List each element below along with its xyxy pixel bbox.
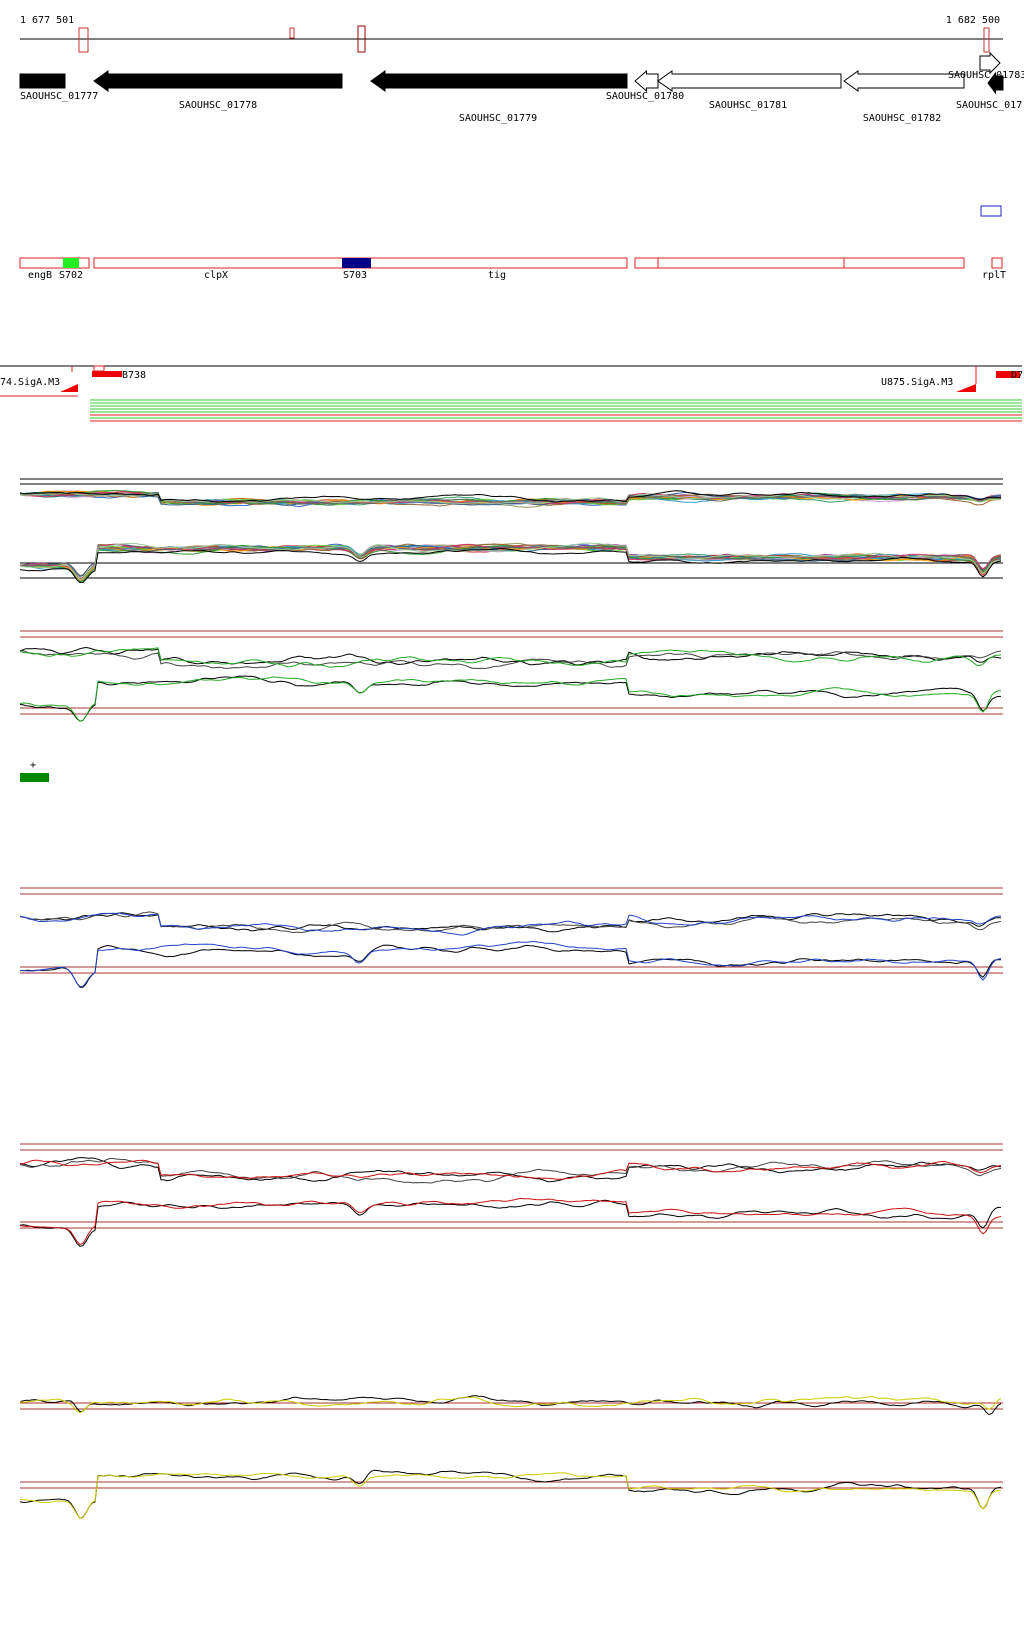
gene-label: SAOUHSC_01777 bbox=[20, 91, 98, 102]
gene-label: SAOUHSC_01779 bbox=[459, 113, 537, 124]
profile-line bbox=[19, 548, 1002, 584]
feature-label: S702 bbox=[59, 270, 83, 281]
gene-arrow bbox=[979, 51, 1001, 75]
gene-arrow bbox=[657, 70, 842, 92]
site-label: D7 bbox=[1011, 370, 1023, 381]
gene-label: SAOUHSC_01781 bbox=[709, 100, 787, 111]
profile-line bbox=[19, 1158, 1002, 1184]
profile-line bbox=[19, 647, 1002, 668]
profile-line bbox=[19, 676, 1002, 722]
profile-line bbox=[19, 1396, 1002, 1414]
feature-label: clpX bbox=[204, 270, 228, 281]
site-triangle bbox=[60, 384, 78, 392]
gene-arrow bbox=[93, 70, 343, 92]
profile-line bbox=[19, 912, 1002, 936]
feature-box bbox=[843, 257, 965, 269]
gene-label: SAOUHSC_017 bbox=[956, 100, 1022, 111]
site-bar bbox=[92, 371, 122, 377]
site-triangle bbox=[956, 384, 976, 392]
feature-label: rplT bbox=[982, 270, 1006, 281]
feature-box bbox=[63, 258, 79, 268]
feature-box bbox=[634, 257, 965, 269]
strand-label: + bbox=[30, 760, 36, 771]
tracks: SAOUHSC_01777 SAOUHSC_01778 SAOUHSC_01779 S… bbox=[19, 51, 1024, 1519]
feature-box bbox=[342, 258, 371, 268]
site-label: 74.SigA.M3 bbox=[0, 377, 60, 388]
feature-label: engB bbox=[28, 270, 52, 281]
profile-line bbox=[19, 1157, 1002, 1183]
ruler-marker bbox=[289, 27, 295, 39]
gene-arrow bbox=[987, 71, 1004, 95]
site-bar bbox=[996, 371, 1020, 378]
profile-line bbox=[19, 650, 1001, 670]
profile-line bbox=[19, 489, 1002, 506]
feature-label: S703 bbox=[343, 270, 367, 281]
profile-line bbox=[19, 490, 1001, 503]
profile-line bbox=[19, 1159, 1002, 1180]
feature-label: tig bbox=[488, 270, 506, 281]
gene-label: SAOUHSC_01780 bbox=[606, 91, 684, 102]
gene-label: SAOUHSC_01778 bbox=[179, 100, 257, 111]
profile-line bbox=[19, 542, 1001, 580]
profile-line bbox=[19, 912, 1002, 933]
profile-line bbox=[19, 911, 1002, 934]
site-label: U875.SigA.M3 bbox=[881, 377, 953, 388]
gene-label: SAOUHSC_01782 bbox=[863, 113, 941, 124]
profile-line bbox=[19, 544, 1002, 583]
profile-line bbox=[20, 491, 1002, 505]
profile-line bbox=[19, 1469, 1002, 1519]
feature-box bbox=[980, 205, 1002, 217]
profile-line bbox=[19, 1199, 1002, 1247]
gene-arrow bbox=[843, 70, 965, 92]
site-bar bbox=[93, 365, 105, 372]
ruler-marker bbox=[78, 27, 89, 53]
profile-line bbox=[19, 1197, 1002, 1245]
profile-line bbox=[19, 944, 1002, 988]
gene-label: SAOUHSC_01783 bbox=[948, 70, 1024, 81]
strand-box bbox=[20, 773, 49, 782]
feature-box bbox=[19, 257, 90, 269]
feature-box bbox=[991, 257, 1003, 269]
ruler-marker bbox=[357, 25, 366, 53]
profile-line bbox=[19, 940, 1002, 988]
gene-arrow bbox=[634, 69, 659, 93]
ruler-start: 1 677 501 bbox=[20, 15, 74, 26]
profile-line bbox=[19, 1472, 1002, 1519]
profile-line bbox=[19, 491, 1002, 505]
site-label: B738 bbox=[122, 370, 146, 381]
ruler-marker bbox=[983, 27, 990, 53]
gene-arrow bbox=[19, 73, 66, 89]
ruler-end: 1 682 500 bbox=[946, 15, 1000, 26]
gene-arrow bbox=[370, 70, 628, 92]
